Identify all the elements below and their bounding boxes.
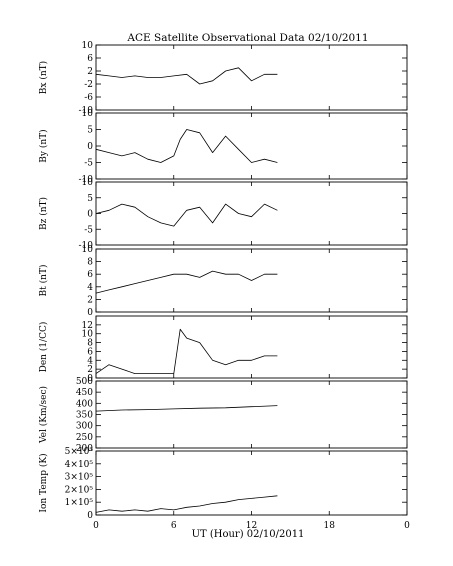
y-tick-label: 2×10⁵ <box>65 485 94 495</box>
y-tick-label: 6 <box>87 347 93 357</box>
y-tick-label: 0 <box>87 374 93 384</box>
y-tick-label: 6 <box>87 54 93 64</box>
panel-frame <box>95 380 408 449</box>
panel-1: 10 5 0 -5 -10 By (nT) <box>38 109 408 185</box>
y-tick-label: 2 <box>87 67 93 77</box>
y-tick-label: 4×10⁵ <box>65 460 94 470</box>
panel-3-series-0-line <box>95 270 278 294</box>
y-tick-label: 6 <box>87 270 93 280</box>
y-tick-label: 450 <box>76 388 93 398</box>
y-tick-label: 5 <box>87 126 93 136</box>
y-axis-label: Vel (Km/sec) <box>38 386 49 444</box>
y-axis-label: Ion Temp (K) <box>38 453 49 512</box>
panels-group: 10 6 2 -2 -6 -10 Bx (nT) 10 5 0 -5 -10 By (nT) 10 5 0 -5… <box>38 41 408 521</box>
panel-3: 10 8 6 4 2 0 Bt (nT) <box>38 245 408 318</box>
y-axis-label: By (nT) <box>38 129 49 162</box>
y-tick-label: 500 <box>76 377 93 387</box>
y-tick-label: 0 <box>87 142 93 152</box>
y-tick-label: 5×10⁵ <box>65 447 94 457</box>
y-tick-label: 250 <box>76 433 93 443</box>
y-tick-label: 4 <box>87 356 93 366</box>
y-tick-label: 4 <box>87 283 93 293</box>
y-axis-label: Den (1/CC) <box>38 322 49 373</box>
x-axis-label: UT (Hour) 02/10/2011 <box>192 529 305 540</box>
panel-0-series-0-line <box>95 67 278 85</box>
y-tick-label: 8 <box>87 339 93 349</box>
y-tick-label: 1×10⁵ <box>65 498 94 508</box>
panel-1-series-0-line <box>95 129 278 163</box>
y-tick-label: 2 <box>87 365 93 375</box>
y-tick-label: 400 <box>76 399 93 409</box>
x-axis: 0 6 12 18 0 <box>93 521 410 531</box>
y-tick-label: 10 <box>82 109 94 119</box>
panel-2: 10 5 0 -5 -10 Bz (nT) <box>38 178 408 251</box>
y-tick-label: -10 <box>79 106 94 116</box>
y-axis-label: Bt (nT) <box>38 265 49 297</box>
chart-title: ACE Satellite Observational Data 02/10/2… <box>126 32 368 44</box>
x-tick-label: 0 <box>404 521 410 531</box>
y-axis-label: Bz (nT) <box>38 197 49 230</box>
x-tick-label: 0 <box>93 521 99 531</box>
y-tick-label: 350 <box>76 411 93 421</box>
panel-0: 10 6 2 -2 -6 -10 Bx (nT) <box>38 41 408 116</box>
x-tick-label: 12 <box>246 521 257 531</box>
y-tick-label: -6 <box>84 93 93 103</box>
y-axis-label: Bx (nT) <box>38 61 49 94</box>
y-tick-label: 5 <box>87 194 93 204</box>
x-tick-label: 18 <box>324 521 336 531</box>
y-tick-label: -10 <box>79 175 94 185</box>
panel-frame <box>95 450 408 516</box>
x-tick-label: 6 <box>171 521 177 531</box>
y-tick-label: 0 <box>87 511 93 521</box>
y-tick-label: 0 <box>87 308 93 318</box>
y-tick-label: 10 <box>82 41 94 51</box>
panel-6-series-0-line <box>95 495 278 513</box>
y-tick-label: -2 <box>84 80 93 90</box>
y-tick-label: 3×10⁵ <box>65 473 94 483</box>
y-tick-label: 2 <box>87 295 93 305</box>
y-tick-label: -5 <box>84 225 93 235</box>
y-tick-label: 10 <box>82 178 94 188</box>
panel-frame <box>95 315 408 379</box>
y-tick-label: 8 <box>87 258 93 268</box>
y-tick-label: 12 <box>82 321 93 331</box>
y-tick-label: -10 <box>79 241 94 251</box>
panel-5-series-0-line <box>95 405 278 412</box>
y-tick-label: 10 <box>82 245 94 255</box>
panel-frame <box>95 44 408 111</box>
panel-4-series-0-line <box>95 328 278 375</box>
panel-6: 5×10⁵ 4×10⁵ 3×10⁵ 2×10⁵ 1×10⁵ 0 Ion Temp (K) <box>38 447 408 521</box>
panel-2-series-0-line <box>95 203 278 227</box>
y-tick-label: 0 <box>87 210 93 220</box>
panel-frame <box>95 112 408 180</box>
y-tick-label: 10 <box>82 330 94 340</box>
y-tick-label: 300 <box>76 422 93 432</box>
y-tick-label: 200 <box>76 444 93 454</box>
y-tick-label: -5 <box>84 159 93 169</box>
panel-frame <box>95 181 408 246</box>
